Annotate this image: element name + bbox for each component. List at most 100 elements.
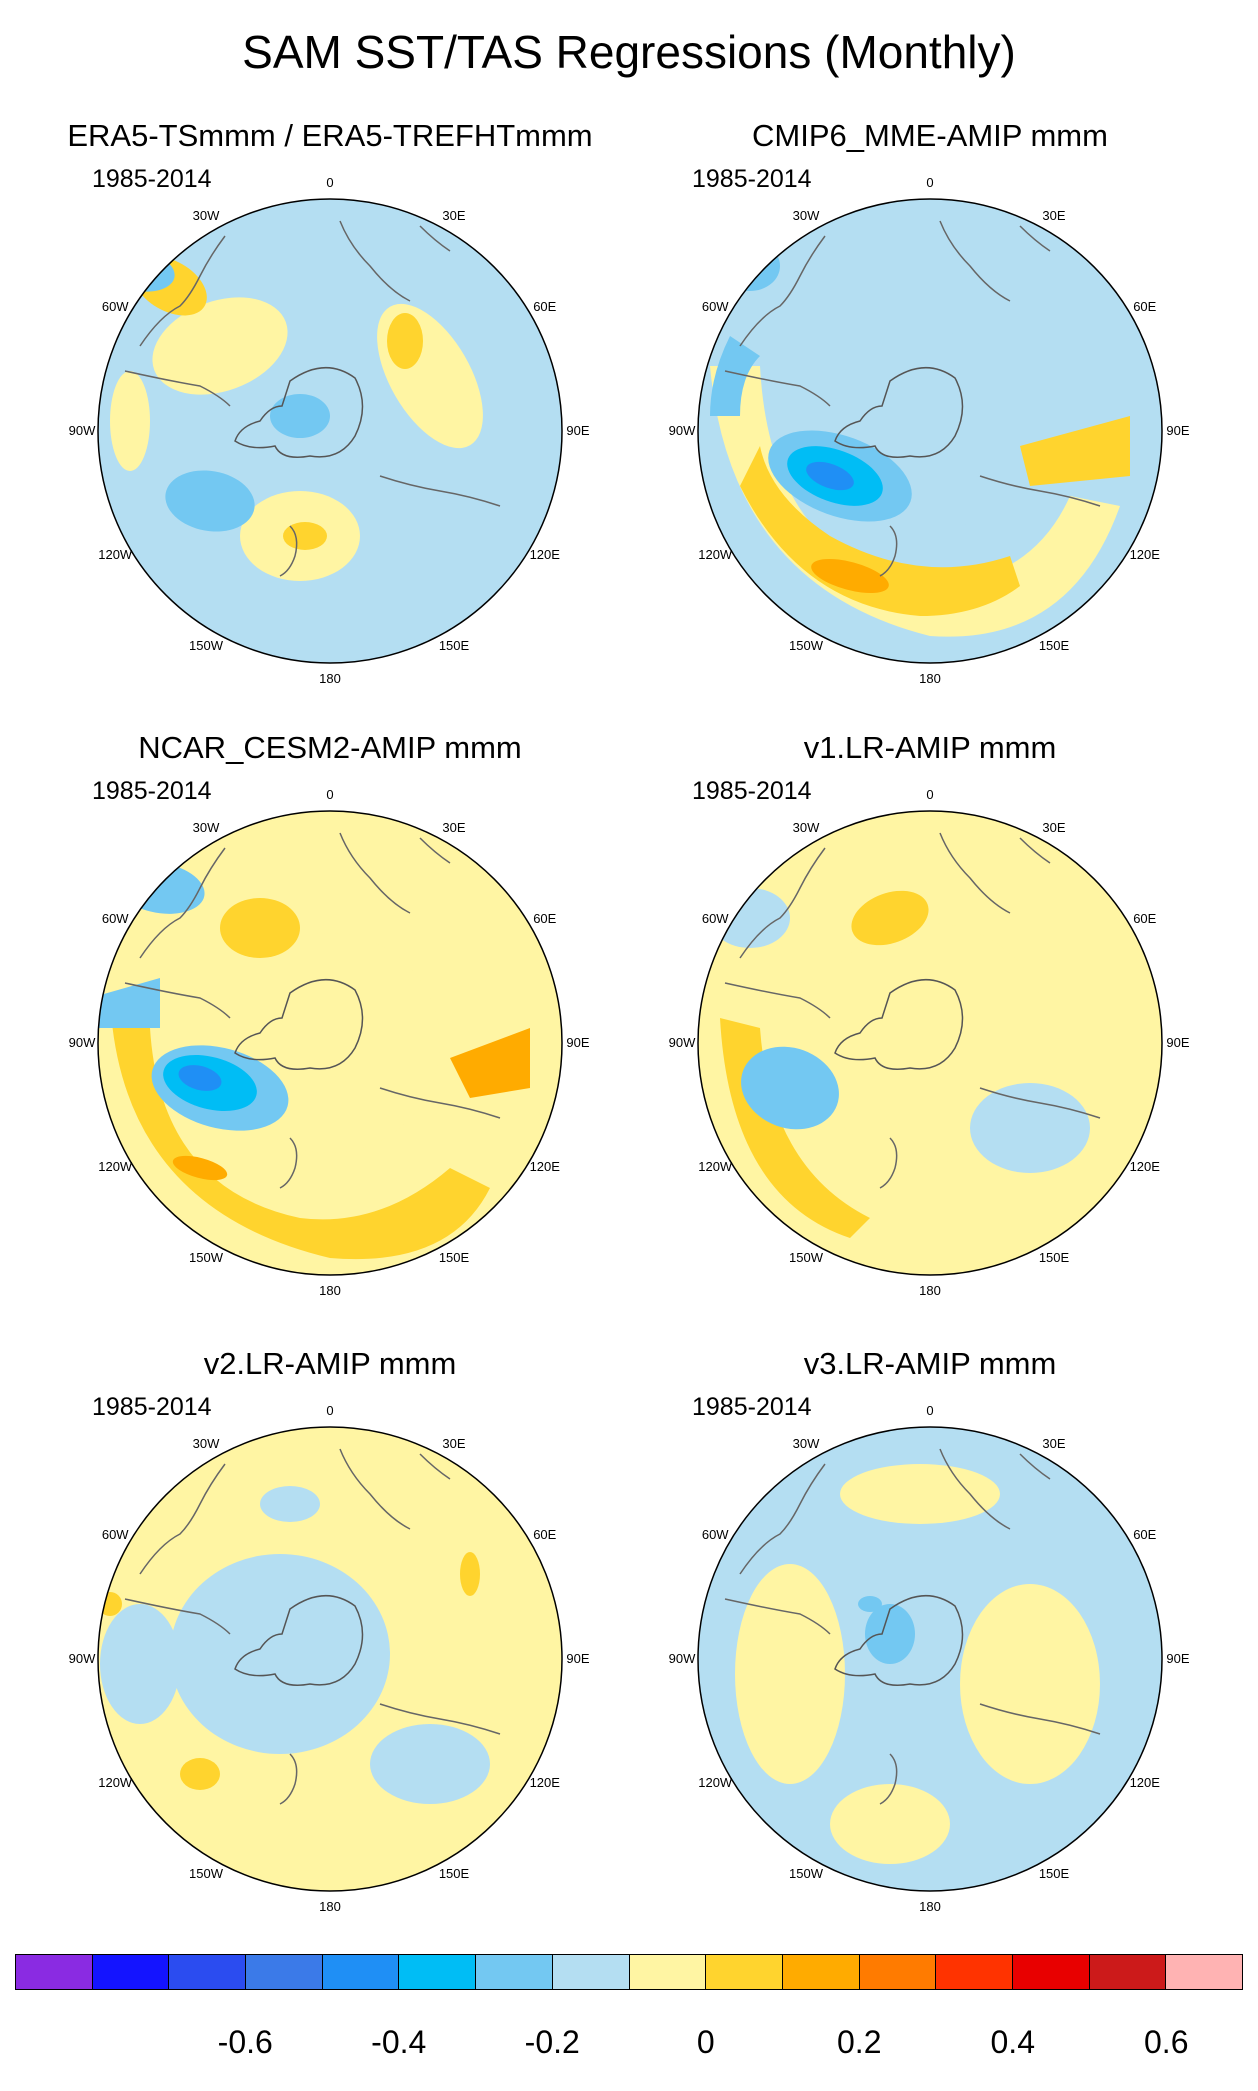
longitude-label: 90W xyxy=(668,1035,696,1050)
shade-positive-strong xyxy=(180,1758,220,1790)
longitude-label: 90W xyxy=(668,1651,696,1666)
colorbar-swatch xyxy=(706,1955,783,1989)
map-panel: ERA5-TSmmm / ERA5-TREFHTmmm 1985-2014 0 30E… xyxy=(50,116,610,686)
period-label: 1985-2014 xyxy=(692,1393,812,1421)
shade-negative xyxy=(865,1604,915,1664)
longitude-label: 90W xyxy=(68,1651,96,1666)
shade-negative xyxy=(741,1046,839,1130)
longitude-label: 30W xyxy=(192,1436,220,1452)
map-border xyxy=(97,198,563,664)
map-panel: v2.LR-AMIP mmm 1985-2014 0 30E 60E 90E 120E 150… xyxy=(50,1344,610,1914)
longitude-label: 120E xyxy=(1129,1159,1160,1174)
period-label: 1985-2014 xyxy=(92,1393,212,1421)
longitude-label: 30W xyxy=(192,820,220,836)
longitude-label: 150W xyxy=(789,1249,823,1265)
longitude-label: 90W xyxy=(68,423,96,438)
shade-near-zero xyxy=(260,1486,320,1522)
shade-positive-stronger xyxy=(172,1155,228,1181)
longitude-label: 0 xyxy=(926,1403,934,1418)
shade-positive-strong xyxy=(851,890,929,946)
longitude-label: 90W xyxy=(68,1035,96,1050)
shade-positive-stronger xyxy=(450,1028,530,1098)
shaded-field xyxy=(698,199,1162,663)
longitude-label: 180 xyxy=(319,1899,341,1914)
longitude-label: 30W xyxy=(792,1436,820,1452)
shade-positive-strong xyxy=(110,998,490,1260)
longitude-label: 30E xyxy=(1042,820,1066,836)
panel-title: v1.LR-AMIP mmm xyxy=(803,730,1057,765)
shade-positive-stronger xyxy=(811,558,889,594)
longitude-label: 120W xyxy=(698,547,733,562)
shade-positive-strong xyxy=(220,898,300,958)
shade-negative xyxy=(710,336,760,416)
shade-positive-strong xyxy=(98,1592,122,1616)
longitude-label: 30E xyxy=(442,820,466,836)
longitude-label: 150E xyxy=(438,1865,470,1881)
longitude-label: 60W xyxy=(701,911,729,926)
shade-negative xyxy=(270,394,330,438)
longitude-label: 180 xyxy=(919,671,941,686)
longitude-label: 30W xyxy=(792,208,820,224)
longitude-label: 90W xyxy=(668,423,696,438)
longitude-label: 30W xyxy=(192,208,220,224)
polar-map xyxy=(697,198,1163,664)
colorbar xyxy=(15,1954,1243,1990)
antarctica-coastline xyxy=(834,1594,964,1686)
map-panel: v3.LR-AMIP mmm 1985-2014 0 30E 60E 90E 120E 150… xyxy=(650,1344,1210,1914)
continent-coastlines xyxy=(124,220,501,577)
shade-positive-strong xyxy=(1020,416,1130,486)
longitude-label: 60E xyxy=(1133,299,1157,314)
map-border xyxy=(697,198,1163,664)
polar-map xyxy=(97,810,563,1276)
longitude-label: 120E xyxy=(529,547,560,562)
colorbar-swatch xyxy=(936,1955,1013,1989)
longitude-label: 120E xyxy=(529,1775,560,1790)
longitude-label: 60W xyxy=(101,911,129,926)
period-label: 1985-2014 xyxy=(92,165,212,193)
longitude-label: 60W xyxy=(101,299,129,314)
panel-title: v3.LR-AMIP mmm xyxy=(803,1346,1057,1381)
longitude-label: 120W xyxy=(98,547,133,562)
longitude-label: 60W xyxy=(701,1527,729,1542)
longitude-label: 90E xyxy=(566,1035,590,1050)
polar-map xyxy=(697,1426,1163,1892)
shaded-field xyxy=(98,1427,562,1891)
longitude-label: 60E xyxy=(533,299,557,314)
longitude-label: 120E xyxy=(529,1159,560,1174)
longitude-label: 60E xyxy=(533,911,557,926)
shade-negative xyxy=(98,978,160,1028)
longitude-label: 60W xyxy=(101,1527,129,1542)
longitude-label: 0 xyxy=(326,175,334,190)
longitude-label: 150E xyxy=(1038,1865,1070,1881)
colorbar-tick-label: 0 xyxy=(696,2024,715,2060)
polar-map xyxy=(97,1426,563,1892)
longitude-label: 30E xyxy=(1042,208,1066,224)
colorbar-swatch xyxy=(782,1955,860,1989)
shade-near-zero xyxy=(100,1604,180,1724)
shade-positive xyxy=(98,811,562,1275)
longitude-label: 150W xyxy=(189,637,223,653)
longitude-label: 150W xyxy=(189,1865,223,1881)
longitude-label: 150E xyxy=(438,637,470,653)
period-label: 1985-2014 xyxy=(92,777,212,805)
continent-coastlines xyxy=(124,1448,501,1805)
colorbar-swatch xyxy=(16,1955,93,1989)
period-label: 1985-2014 xyxy=(692,165,812,193)
continent-coastlines xyxy=(724,832,1101,1189)
shade-positive-strong xyxy=(283,522,327,550)
shade-near-zero xyxy=(170,1554,390,1754)
shade-positive xyxy=(830,1784,950,1864)
longitude-label: 30E xyxy=(442,208,466,224)
map-border xyxy=(97,810,563,1276)
map-border xyxy=(697,810,1163,1276)
colorbar-tick-label: 0.6 xyxy=(1144,2024,1189,2060)
antarctica-coastline xyxy=(834,366,964,458)
map-border xyxy=(697,1426,1163,1892)
longitude-label: 150W xyxy=(189,1249,223,1265)
longitude-label: 120W xyxy=(698,1775,733,1790)
map-panel: v1.LR-AMIP mmm 1985-2014 0 30E 60E 90E 120E 150… xyxy=(650,728,1210,1298)
colorbar-swatch xyxy=(322,1955,400,1989)
colorbar-tick-label: -0.2 xyxy=(524,2024,580,2060)
longitude-label: 150W xyxy=(789,637,823,653)
panel-title: ERA5-TSmmm / ERA5-TREFHTmmm xyxy=(67,118,593,153)
